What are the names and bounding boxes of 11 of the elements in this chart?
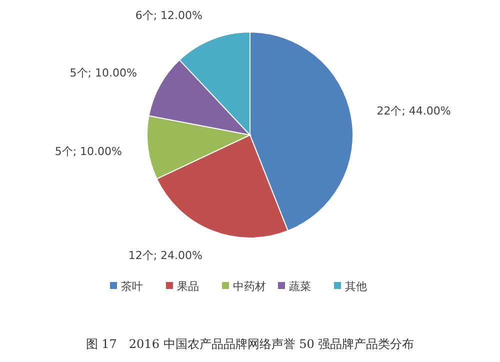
legend-label: 其他: [345, 280, 367, 293]
legend-label: 蔬菜: [289, 280, 311, 293]
legend-label: 果品: [177, 280, 199, 293]
data-label: 5个; 10.00%: [54, 145, 122, 158]
data-label: 6个; 12.00%: [135, 8, 203, 22]
data-label: 5个; 10.00%: [70, 66, 137, 80]
data-label: 12个; 24.00%: [128, 248, 203, 262]
legend-label: 茶叶: [121, 280, 143, 293]
data-label: 22个; 44.00%: [376, 104, 451, 118]
caption: 图 17 2016 中国农产品品牌网络声誉 50 强品牌产品类分布: [86, 337, 414, 351]
legend-label: 中药材: [233, 280, 266, 293]
